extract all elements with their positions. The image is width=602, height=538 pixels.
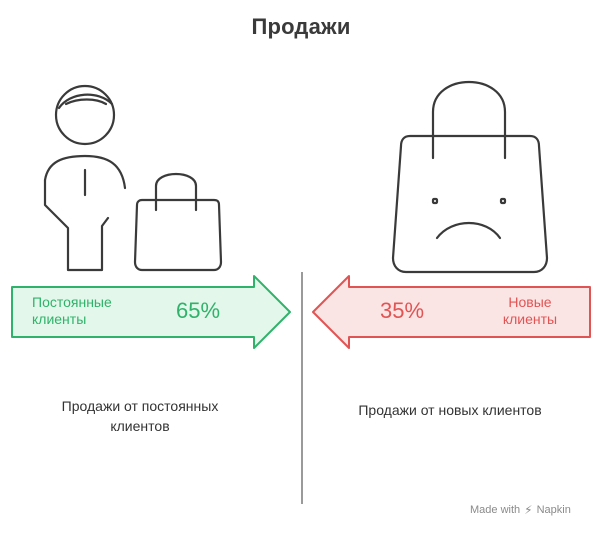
made-with-text: Made with [470, 504, 521, 516]
regular-customers-percent: 65% [176, 298, 221, 323]
new-customers-percent: 35% [380, 298, 425, 323]
sad-shopping-bag-icon [391, 81, 549, 274]
center-divider [301, 272, 303, 504]
regular-customers-description: Продажи от постоянных клиентов [61, 398, 219, 434]
napkin-logo-icon: ⚡ [524, 503, 533, 517]
shopping-bag-icon [133, 173, 223, 272]
new-customers-arrow [312, 275, 591, 349]
napkin-watermark: Made with ⚡ Napkin [470, 503, 571, 517]
new-customers-description: Продажи от новых клиентов [358, 402, 542, 418]
napkin-brand-text: Napkin [536, 504, 571, 516]
regular-customers-label: Постоянные клиенты [32, 294, 112, 327]
page-title: Продажи [251, 14, 351, 39]
regular-customers-arrow [11, 275, 291, 349]
new-customers-label: Новые клиенты [502, 294, 558, 327]
person-icon [43, 84, 127, 272]
